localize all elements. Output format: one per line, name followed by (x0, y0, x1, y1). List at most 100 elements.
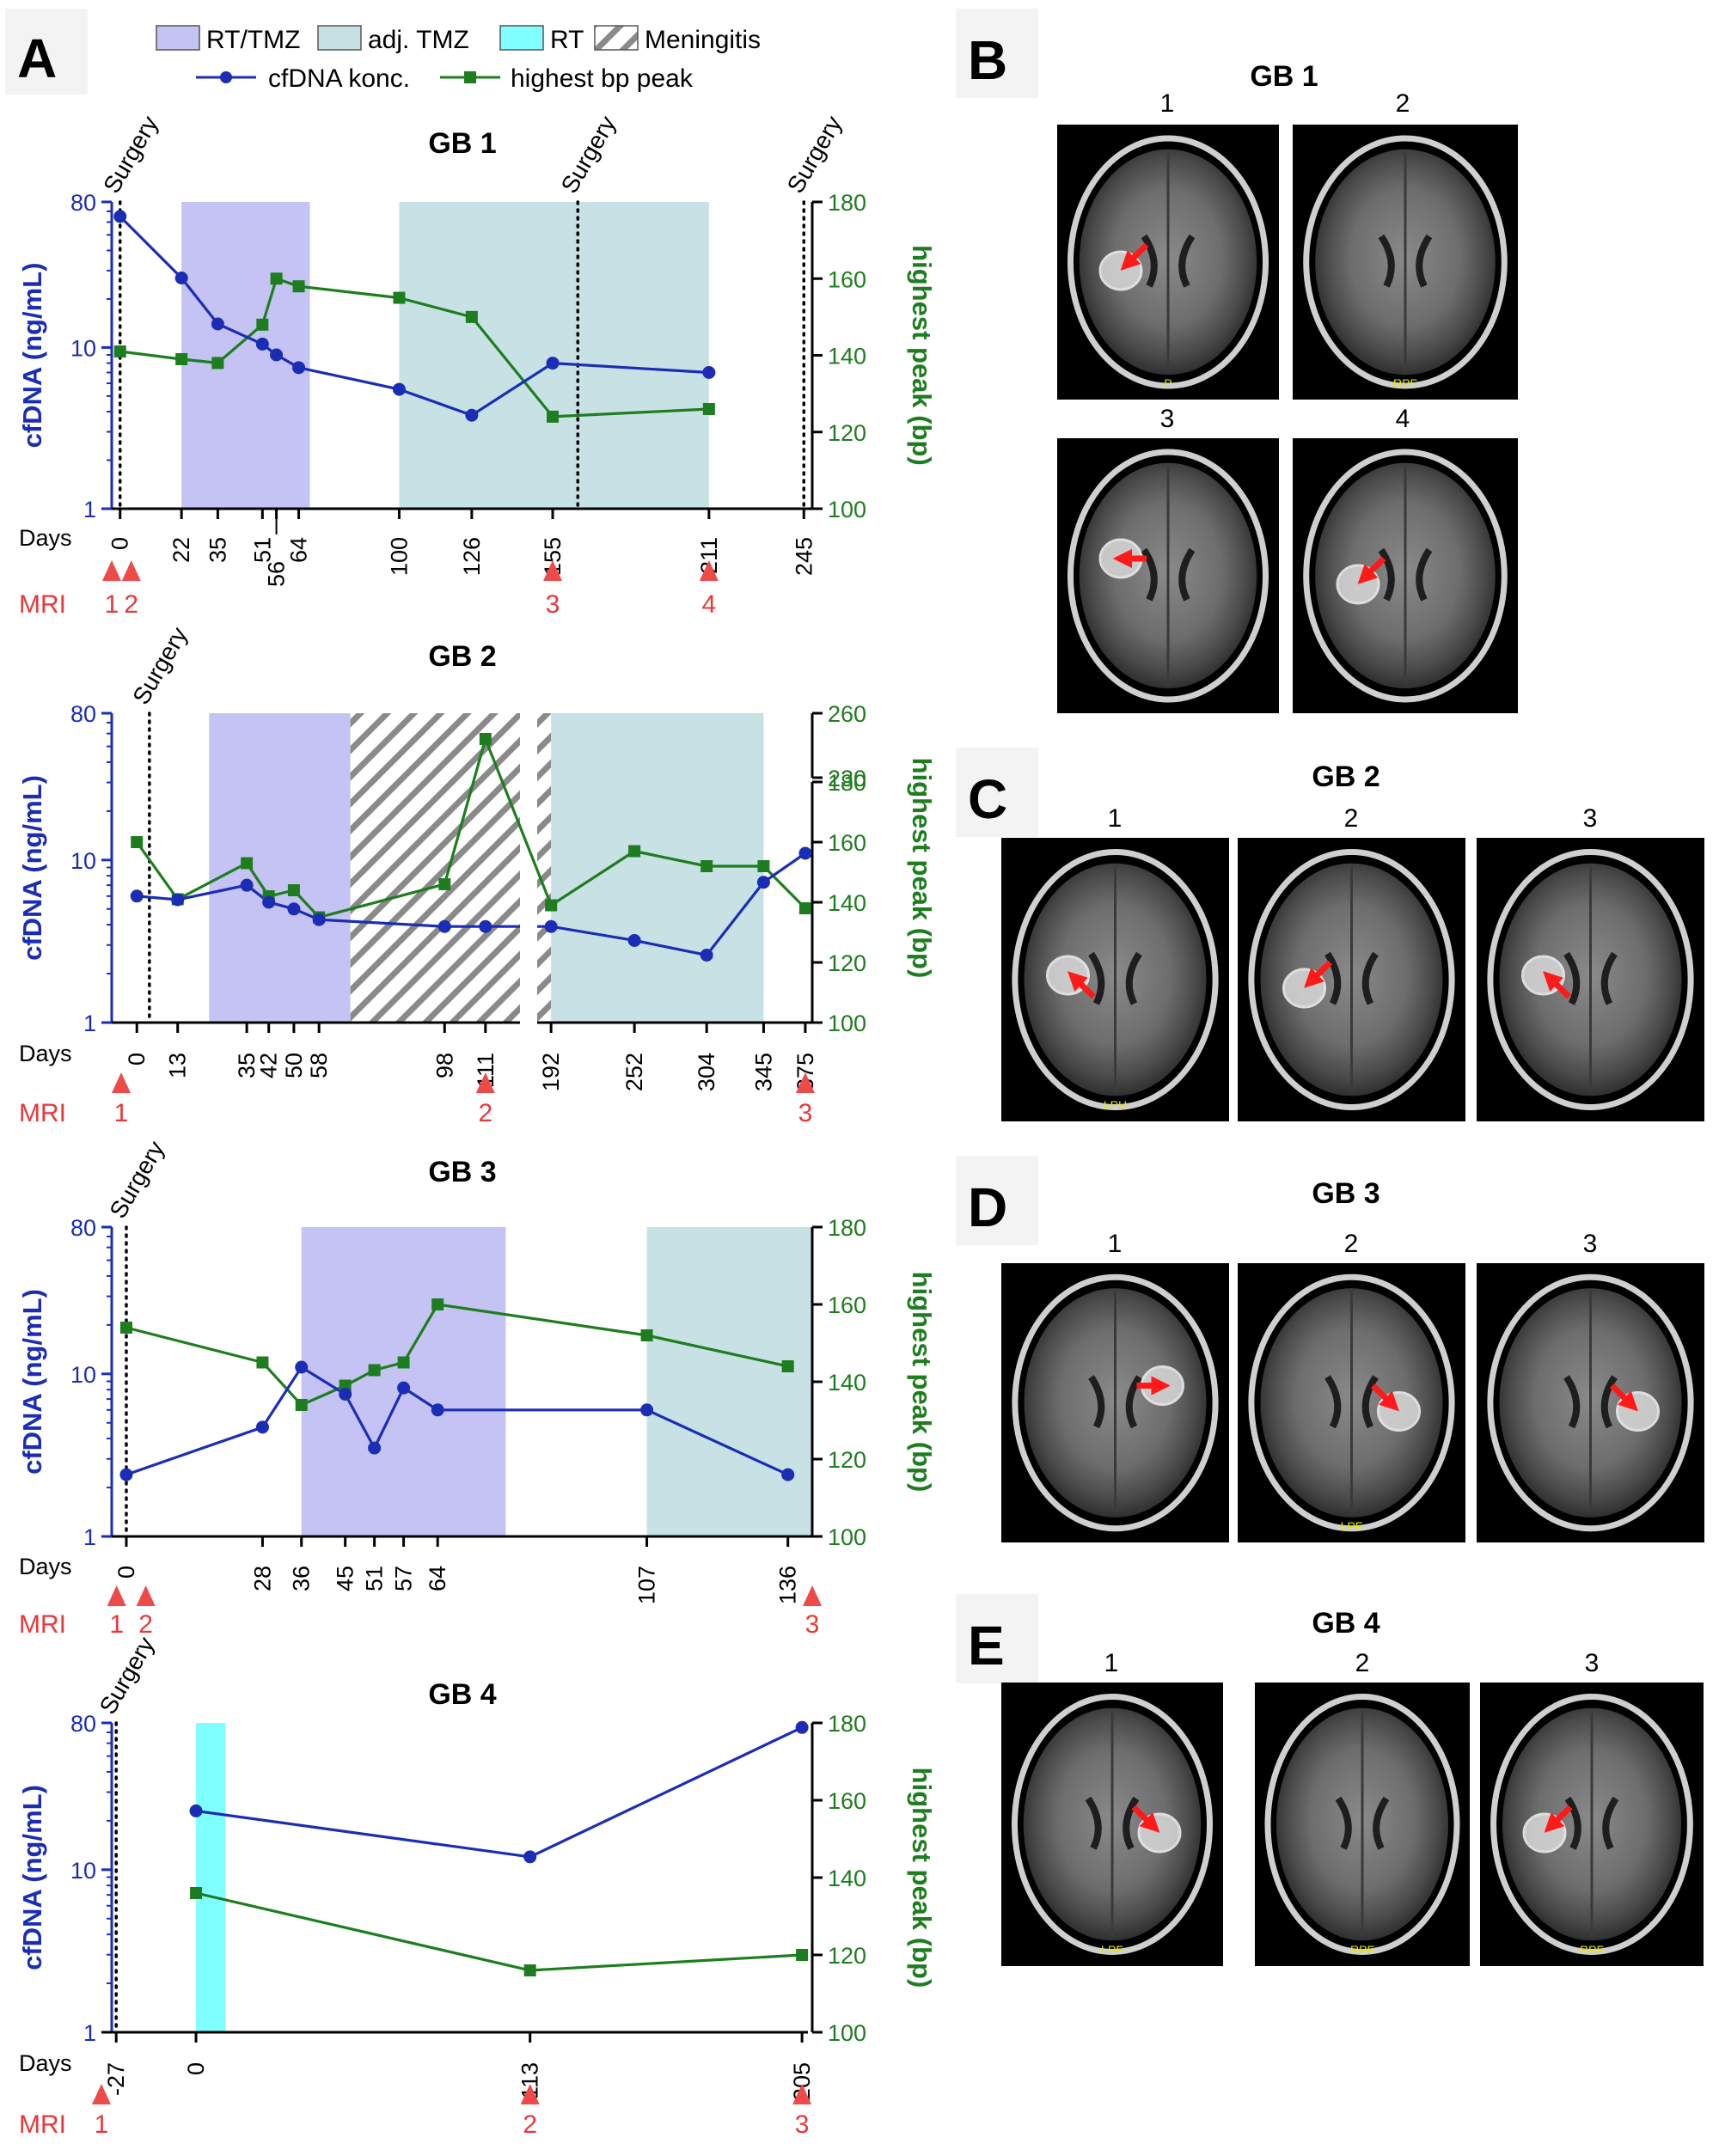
x-tick-label: 136 (775, 1566, 801, 1604)
mri-marker (107, 1585, 126, 1606)
peak-point (287, 884, 300, 896)
mri-ventricles (1563, 1375, 1618, 1429)
mri-red-arrow (1357, 556, 1386, 584)
cfdna-point (262, 895, 276, 909)
x-tick-label: 13 (165, 1053, 191, 1078)
left-tick-label: 10 (70, 1858, 96, 1884)
x-tick-label: 35 (234, 1053, 260, 1078)
panel-letter-bg (956, 9, 1038, 98)
mri-image-number: 2 (1344, 804, 1359, 833)
peak-point (479, 733, 492, 745)
mri-ventricles (1088, 1375, 1142, 1429)
phase-rt-0 (196, 1723, 226, 2032)
mri-ventricles (1378, 234, 1433, 288)
cfdna-point (312, 913, 326, 926)
cfdna-point (702, 365, 716, 379)
peak-point (628, 845, 641, 858)
right-tick-label: 140 (828, 1370, 866, 1396)
peak-point (131, 836, 144, 848)
mri-marker-number: 3 (798, 1099, 813, 1127)
mri-marker-number: 1 (95, 2110, 109, 2139)
mri-marker-number: 2 (124, 590, 138, 619)
days-axis-label: Days (19, 525, 72, 551)
right-tick-label: 120 (828, 420, 866, 446)
mri-marker (92, 2084, 111, 2104)
x-tick-label: 22 (168, 537, 194, 563)
mri-ventricles (1564, 1796, 1619, 1850)
mri-marker (136, 1585, 156, 1606)
mri-skull (1264, 1694, 1460, 1955)
x-tick-label: 58 (306, 1053, 332, 1078)
panel-letter-bg (956, 1594, 1038, 1683)
x-tick-label: 45 (333, 1566, 358, 1591)
panel-letter-a: A (17, 27, 57, 89)
x-tick-label: 192 (538, 1053, 564, 1091)
left-tick-label: 80 (70, 1215, 96, 1241)
days-axis-label: Days (19, 1554, 72, 1579)
phase-rt-tmz-0 (209, 713, 351, 1023)
peak-point (119, 1322, 132, 1334)
mri-marker-number: 3 (795, 2110, 810, 2139)
cfdna-point (113, 210, 127, 223)
peak-series-line (195, 1891, 803, 1972)
cfdna-point (240, 878, 254, 892)
mri-ventricles (1378, 547, 1433, 602)
cfdna-point (627, 933, 641, 947)
mri-marker (792, 2084, 812, 2104)
chart-title: GB 1 (428, 127, 496, 160)
cfdna-point (781, 1468, 795, 1481)
mri-image-number: 3 (1160, 405, 1175, 433)
mri-image-number: 2 (1396, 89, 1410, 118)
right-tick-label: 180 (828, 770, 866, 796)
right-tick-label: 120 (828, 950, 866, 976)
peak-point (393, 291, 406, 304)
cfdna-point (431, 1403, 444, 1417)
x-tick-label: 51 (362, 1566, 388, 1591)
x-tick-label: 56 (264, 561, 290, 587)
mri-ventricles (1141, 547, 1196, 602)
cfdna-point (287, 902, 301, 916)
left-tick-label: 1 (83, 497, 96, 522)
cfdna-point (270, 348, 284, 362)
mri-marker-number: 4 (702, 590, 717, 619)
mri-image-number: 1 (1108, 804, 1123, 833)
chart-title: GB 2 (428, 640, 496, 673)
cfdna-point (465, 408, 479, 422)
mri-marker (795, 1072, 815, 1093)
mri-skull (1490, 1694, 1693, 1955)
legend-label-peak: highest bp peak (511, 64, 694, 93)
surgery-label: Surgery (104, 1137, 169, 1223)
mri-ventricles (1085, 1796, 1140, 1850)
x-tick-label: 0 (183, 2062, 209, 2075)
left-tick-label: 80 (70, 190, 96, 216)
mri-image-number: 2 (1344, 1230, 1359, 1258)
peak-point (547, 410, 560, 423)
x-tick-label: 0 (113, 1566, 139, 1579)
mri-skull (1248, 1273, 1455, 1532)
mri-area: B GB 1 1 P 2 RPF 3 4 C GB 2 1 LPH 2 3 D GB 3 1 2 LPF 3 E GB 4… (956, 9, 1704, 1966)
mri-image-number: 2 (1355, 1649, 1370, 1677)
peak-point (397, 1356, 410, 1369)
right-tick-label: 160 (828, 266, 866, 292)
mri-marker (543, 560, 563, 581)
mri-red-arrow (1371, 1383, 1399, 1412)
surgery-label: Surgery (95, 1633, 160, 1719)
mri-marker (803, 1585, 822, 1606)
days-axis-label: Days (19, 2050, 72, 2076)
mri-image-number: 3 (1585, 1649, 1600, 1677)
mri-marker-number: 3 (546, 590, 560, 619)
x-tick-label: 0 (107, 537, 133, 550)
peak-point (796, 1949, 809, 1961)
cfdna-series-line (195, 1725, 803, 1859)
right-tick-label: 230 (828, 766, 866, 791)
mri-skull (1012, 1273, 1219, 1532)
peak-point (545, 899, 558, 912)
left-tick-label: 10 (70, 335, 96, 361)
panel-letter-bg (956, 748, 1038, 837)
mri-image-number: 1 (1108, 1230, 1123, 1258)
right-tick-label: 100 (828, 1524, 866, 1550)
phase-meningitis-1 (350, 713, 520, 1023)
